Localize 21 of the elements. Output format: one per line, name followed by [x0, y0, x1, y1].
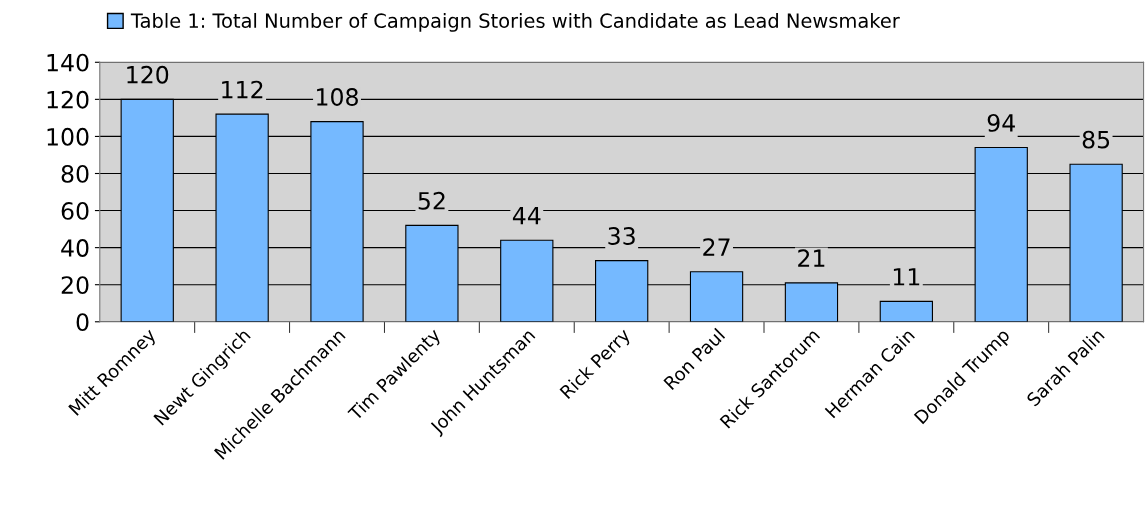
- data-label: 27: [703, 238, 730, 256]
- y-tick-label: 140: [47, 53, 89, 72]
- data-label: 33: [608, 227, 635, 245]
- y-tick-label: 80: [61, 164, 89, 183]
- y-tick-label: 20: [61, 276, 89, 295]
- data-label: 120: [127, 65, 169, 84]
- data-label: 85: [1082, 130, 1110, 149]
- y-tick-label: 120: [47, 90, 89, 109]
- data-label: 21: [798, 249, 825, 267]
- data-label: 11: [893, 268, 920, 286]
- legend-label: Table 1: Total Number of Campaign Stories with Candidate as Lead Newsmaker: [130, 12, 900, 32]
- data-label: 52: [418, 191, 445, 210]
- y-tick-label: 60: [61, 202, 89, 220]
- bar: [879, 300, 933, 322]
- y-tick-label: 0: [76, 313, 89, 332]
- y-tick-label: 40: [61, 239, 89, 257]
- data-label: 112: [222, 80, 263, 99]
- data-label: 94: [987, 114, 1015, 132]
- y-tick-label: 100: [47, 127, 89, 146]
- data-label: 44: [512, 206, 541, 225]
- data-label: 108: [317, 88, 358, 106]
